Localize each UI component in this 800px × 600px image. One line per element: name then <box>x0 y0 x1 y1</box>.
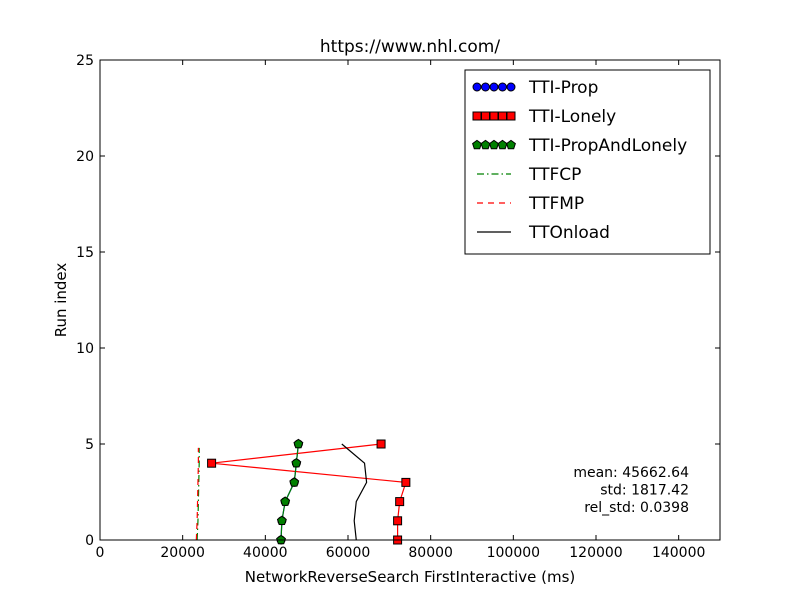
x-tick-label: 0 <box>96 545 105 561</box>
y-tick-label: 10 <box>76 341 94 357</box>
legend-marker <box>489 82 499 92</box>
axes: 0 20000 40000 60000 80000 100000 120000 140000 0… <box>76 53 721 561</box>
legend-entry: TTOnload <box>477 223 610 243</box>
legend-marker <box>472 82 482 92</box>
x-tick-label: 20000 <box>160 545 205 561</box>
data-point <box>291 457 302 468</box>
legend-marker <box>506 111 516 121</box>
legend-label: TTI-PropAndLonely <box>528 136 687 156</box>
legend: TTI-Prop TTI-Lonely TTI-PropAndLonely TTFCP… <box>464 69 711 255</box>
legend-marker <box>506 82 516 92</box>
data-point <box>293 438 304 449</box>
series-line <box>341 443 368 541</box>
legend-entry: TTI-PropAndLonely <box>472 136 687 156</box>
x-axis-label: NetworkReverseSearch FirstInteractive (m… <box>245 568 576 586</box>
data-point <box>395 497 405 507</box>
data-point <box>401 477 411 487</box>
legend-marker <box>489 111 499 121</box>
legend-label: TTOnload <box>528 223 610 243</box>
y-tick-label: 5 <box>85 437 94 453</box>
x-tick-label: 40000 <box>243 545 288 561</box>
x-tick-label: 60000 <box>326 545 371 561</box>
data-point <box>376 439 386 449</box>
series-tti-lonely <box>207 439 411 545</box>
legend-label: TTFCP <box>528 165 581 185</box>
data-point <box>280 496 291 506</box>
data-point <box>393 516 403 526</box>
legend-marker <box>481 82 490 92</box>
legend-marker <box>498 111 507 121</box>
legend-label: TTI-Lonely <box>528 107 616 127</box>
data-point <box>207 458 217 468</box>
x-tick-label: 120000 <box>569 545 622 561</box>
legend-marker <box>498 82 507 92</box>
chart-title: https://www.nhl.com/ <box>320 37 500 57</box>
legend-entry: TTFMP <box>477 194 584 214</box>
y-axis-label: Run index <box>52 263 70 338</box>
x-tick-label: 140000 <box>652 545 705 561</box>
y-tick-label: 15 <box>76 245 94 261</box>
legend-entry: TTI-Prop <box>472 78 598 98</box>
legend-marker <box>480 139 491 150</box>
series-ttonload <box>341 443 368 541</box>
series-line <box>196 447 200 541</box>
x-tick-label: 100000 <box>487 545 540 561</box>
legend-box <box>464 69 711 255</box>
series-line <box>211 443 407 540</box>
y-tick-label: 20 <box>76 149 94 165</box>
y-tick-label: 0 <box>85 533 94 549</box>
legend-marker <box>472 111 482 121</box>
legend-entry: TTFCP <box>477 165 581 185</box>
stats-line: rel_std: 0.0398 <box>584 500 689 516</box>
data-point <box>289 477 300 487</box>
series-ttfcp <box>196 447 200 541</box>
legend-marker <box>489 139 499 150</box>
legend-marker <box>481 111 490 121</box>
legend-marker <box>497 139 508 150</box>
legend-label: TTFMP <box>528 194 584 214</box>
legend-label: TTI-Prop <box>528 78 598 98</box>
plot-frame <box>99 59 721 541</box>
y-tick-label: 25 <box>76 53 94 69</box>
series-line <box>195 447 199 541</box>
series-ttfmp <box>195 447 199 541</box>
stats-line: mean: 45662.64 <box>573 465 689 481</box>
x-tick-label: 80000 <box>408 545 453 561</box>
stats-line: std: 1817.42 <box>600 483 689 499</box>
legend-marker <box>506 139 516 150</box>
plot-area <box>195 438 411 545</box>
legend-marker <box>472 139 482 150</box>
legend-entry: TTI-Lonely <box>472 107 616 127</box>
data-point <box>276 515 287 526</box>
